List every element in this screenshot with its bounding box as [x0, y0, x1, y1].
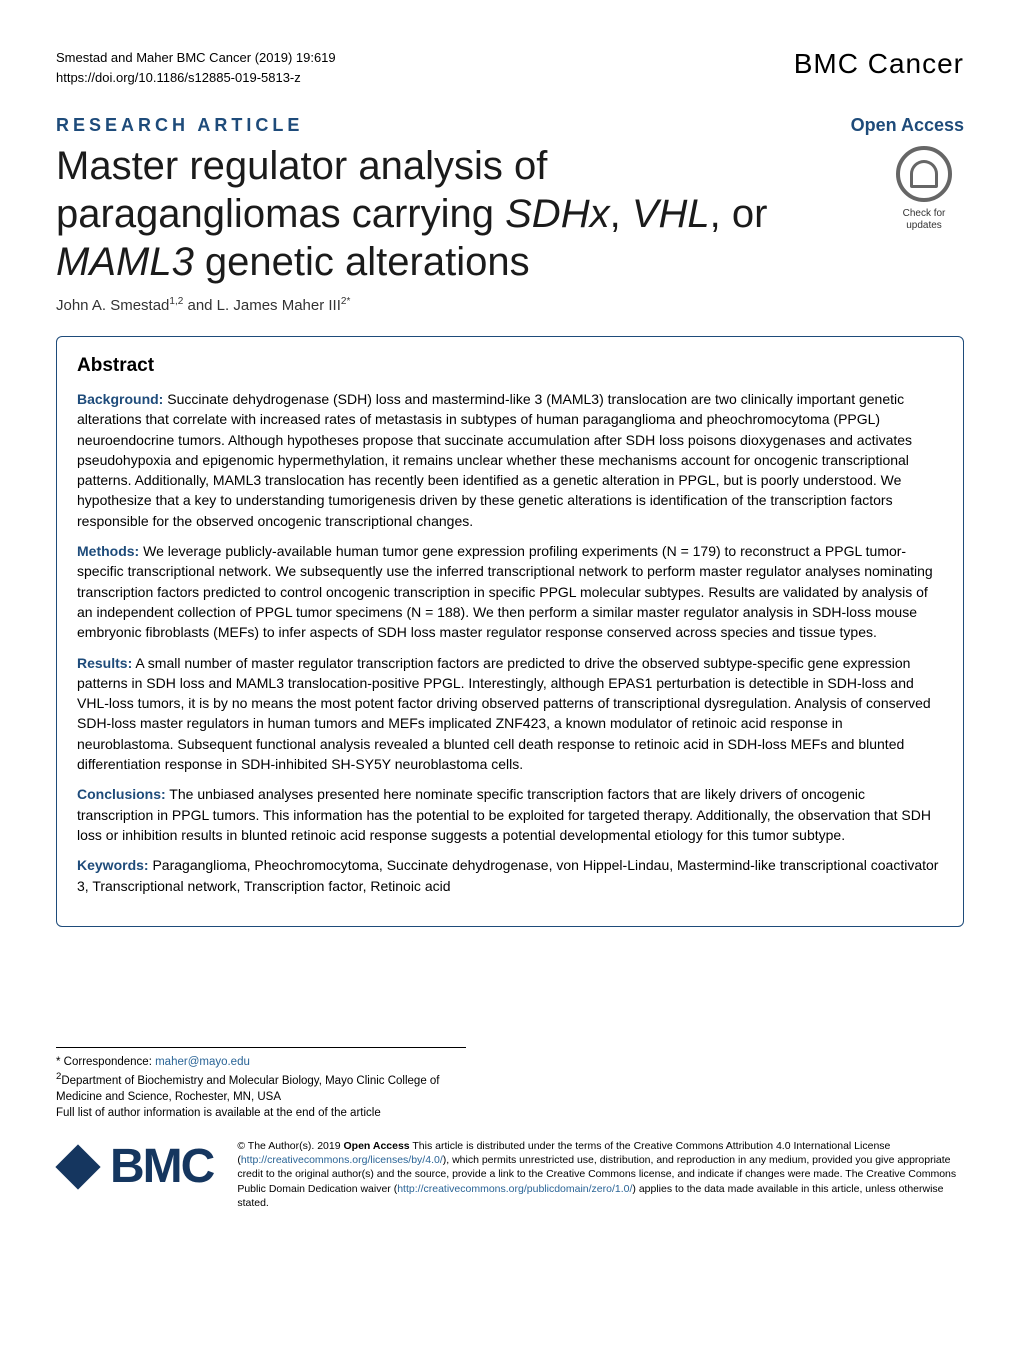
article-title: Master regulator analysis of paraganglio…	[56, 142, 864, 286]
affiliation-line: 22Department of Biochemistry and Molecul…	[56, 1070, 466, 1105]
correspondence-prefix: * Correspondence:	[56, 1056, 155, 1068]
doi-line: https://doi.org/10.1186/s12885-019-5813-…	[56, 68, 336, 88]
abstract-background: Background: Succinate dehydrogenase (SDH…	[77, 389, 943, 531]
license-link1[interactable]: http://creativecommons.org/licenses/by/4…	[241, 1154, 443, 1166]
crossmark-text2: updates	[884, 220, 964, 232]
correspondence-line: * Correspondence: maher@mayo.edu	[56, 1054, 466, 1070]
methods-label: Methods:	[77, 543, 139, 559]
keywords-text: Paraganglioma, Pheochromocytoma, Succina…	[77, 857, 938, 893]
header-top: Smestad and Maher BMC Cancer (2019) 19:6…	[56, 48, 964, 87]
abstract-conclusions: Conclusions: The unbiased analyses prese…	[77, 784, 943, 845]
abstract-box: Abstract Background: Succinate dehydroge…	[56, 336, 964, 927]
citation-line: Smestad and Maher BMC Cancer (2019) 19:6…	[56, 48, 336, 68]
authors-line: John A. Smestad1,2 and L. James Maher II…	[56, 296, 964, 314]
license-bold: Open Access	[344, 1140, 410, 1152]
conclusions-label: Conclusions:	[77, 786, 166, 802]
results-text: A small number of master regulator trans…	[77, 655, 931, 772]
journal-brand: BMC Cancer	[794, 48, 964, 80]
title-italic-sdhx: SDHx	[505, 192, 609, 236]
background-text: Succinate dehydrogenase (SDH) loss and m…	[77, 391, 912, 529]
bmc-square-icon	[55, 1144, 100, 1189]
abstract-results: Results: A small number of master regula…	[77, 653, 943, 775]
background-label: Background:	[77, 391, 163, 407]
license-link2[interactable]: http://creativecommons.org/publicdomain/…	[397, 1183, 632, 1195]
title-line2-mid: ,	[610, 192, 632, 236]
title-line3-post: genetic alterations	[194, 240, 530, 284]
title-italic-maml3: MAML3	[56, 240, 194, 284]
abstract-keywords: Keywords: Paraganglioma, Pheochromocytom…	[77, 855, 943, 896]
bmc-logo: BMC	[56, 1139, 213, 1194]
correspondence-email[interactable]: maher@mayo.edu	[155, 1056, 250, 1068]
citation-meta: Smestad and Maher BMC Cancer (2019) 19:6…	[56, 48, 336, 87]
crossmark-badge[interactable]: Check for updates	[884, 142, 964, 232]
author-info-note: Full list of author information is avail…	[56, 1105, 466, 1121]
footer-row: BMC © The Author(s). 2019 Open Access Th…	[56, 1139, 964, 1210]
abstract-methods: Methods: We leverage publicly-available …	[77, 541, 943, 642]
title-row: Master regulator analysis of paraganglio…	[56, 142, 964, 286]
abstract-heading: Abstract	[77, 355, 943, 377]
article-type-label: RESEARCH ARTICLE	[56, 115, 303, 136]
license-text: © The Author(s). 2019 Open Access This a…	[237, 1139, 964, 1210]
bmc-logo-text: BMC	[110, 1139, 213, 1194]
crossmark-icon	[896, 146, 952, 202]
title-italic-vhl: VHL	[632, 192, 710, 236]
article-type-row: RESEARCH ARTICLE Open Access	[56, 115, 964, 136]
methods-text: We leverage publicly-available human tum…	[77, 543, 933, 640]
title-line1: Master regulator analysis of	[56, 144, 547, 188]
title-line2-pre: paragangliomas carrying	[56, 192, 505, 236]
license-pre: © The Author(s). 2019	[237, 1140, 343, 1152]
title-line2-post: , or	[710, 192, 768, 236]
results-label: Results:	[77, 655, 132, 671]
crossmark-text1: Check for	[884, 208, 964, 220]
keywords-label: Keywords:	[77, 857, 149, 873]
open-access-label: Open Access	[851, 115, 964, 136]
correspondence-block: * Correspondence: maher@mayo.edu 22Depar…	[56, 1047, 466, 1121]
conclusions-text: The unbiased analyses presented here nom…	[77, 786, 931, 843]
